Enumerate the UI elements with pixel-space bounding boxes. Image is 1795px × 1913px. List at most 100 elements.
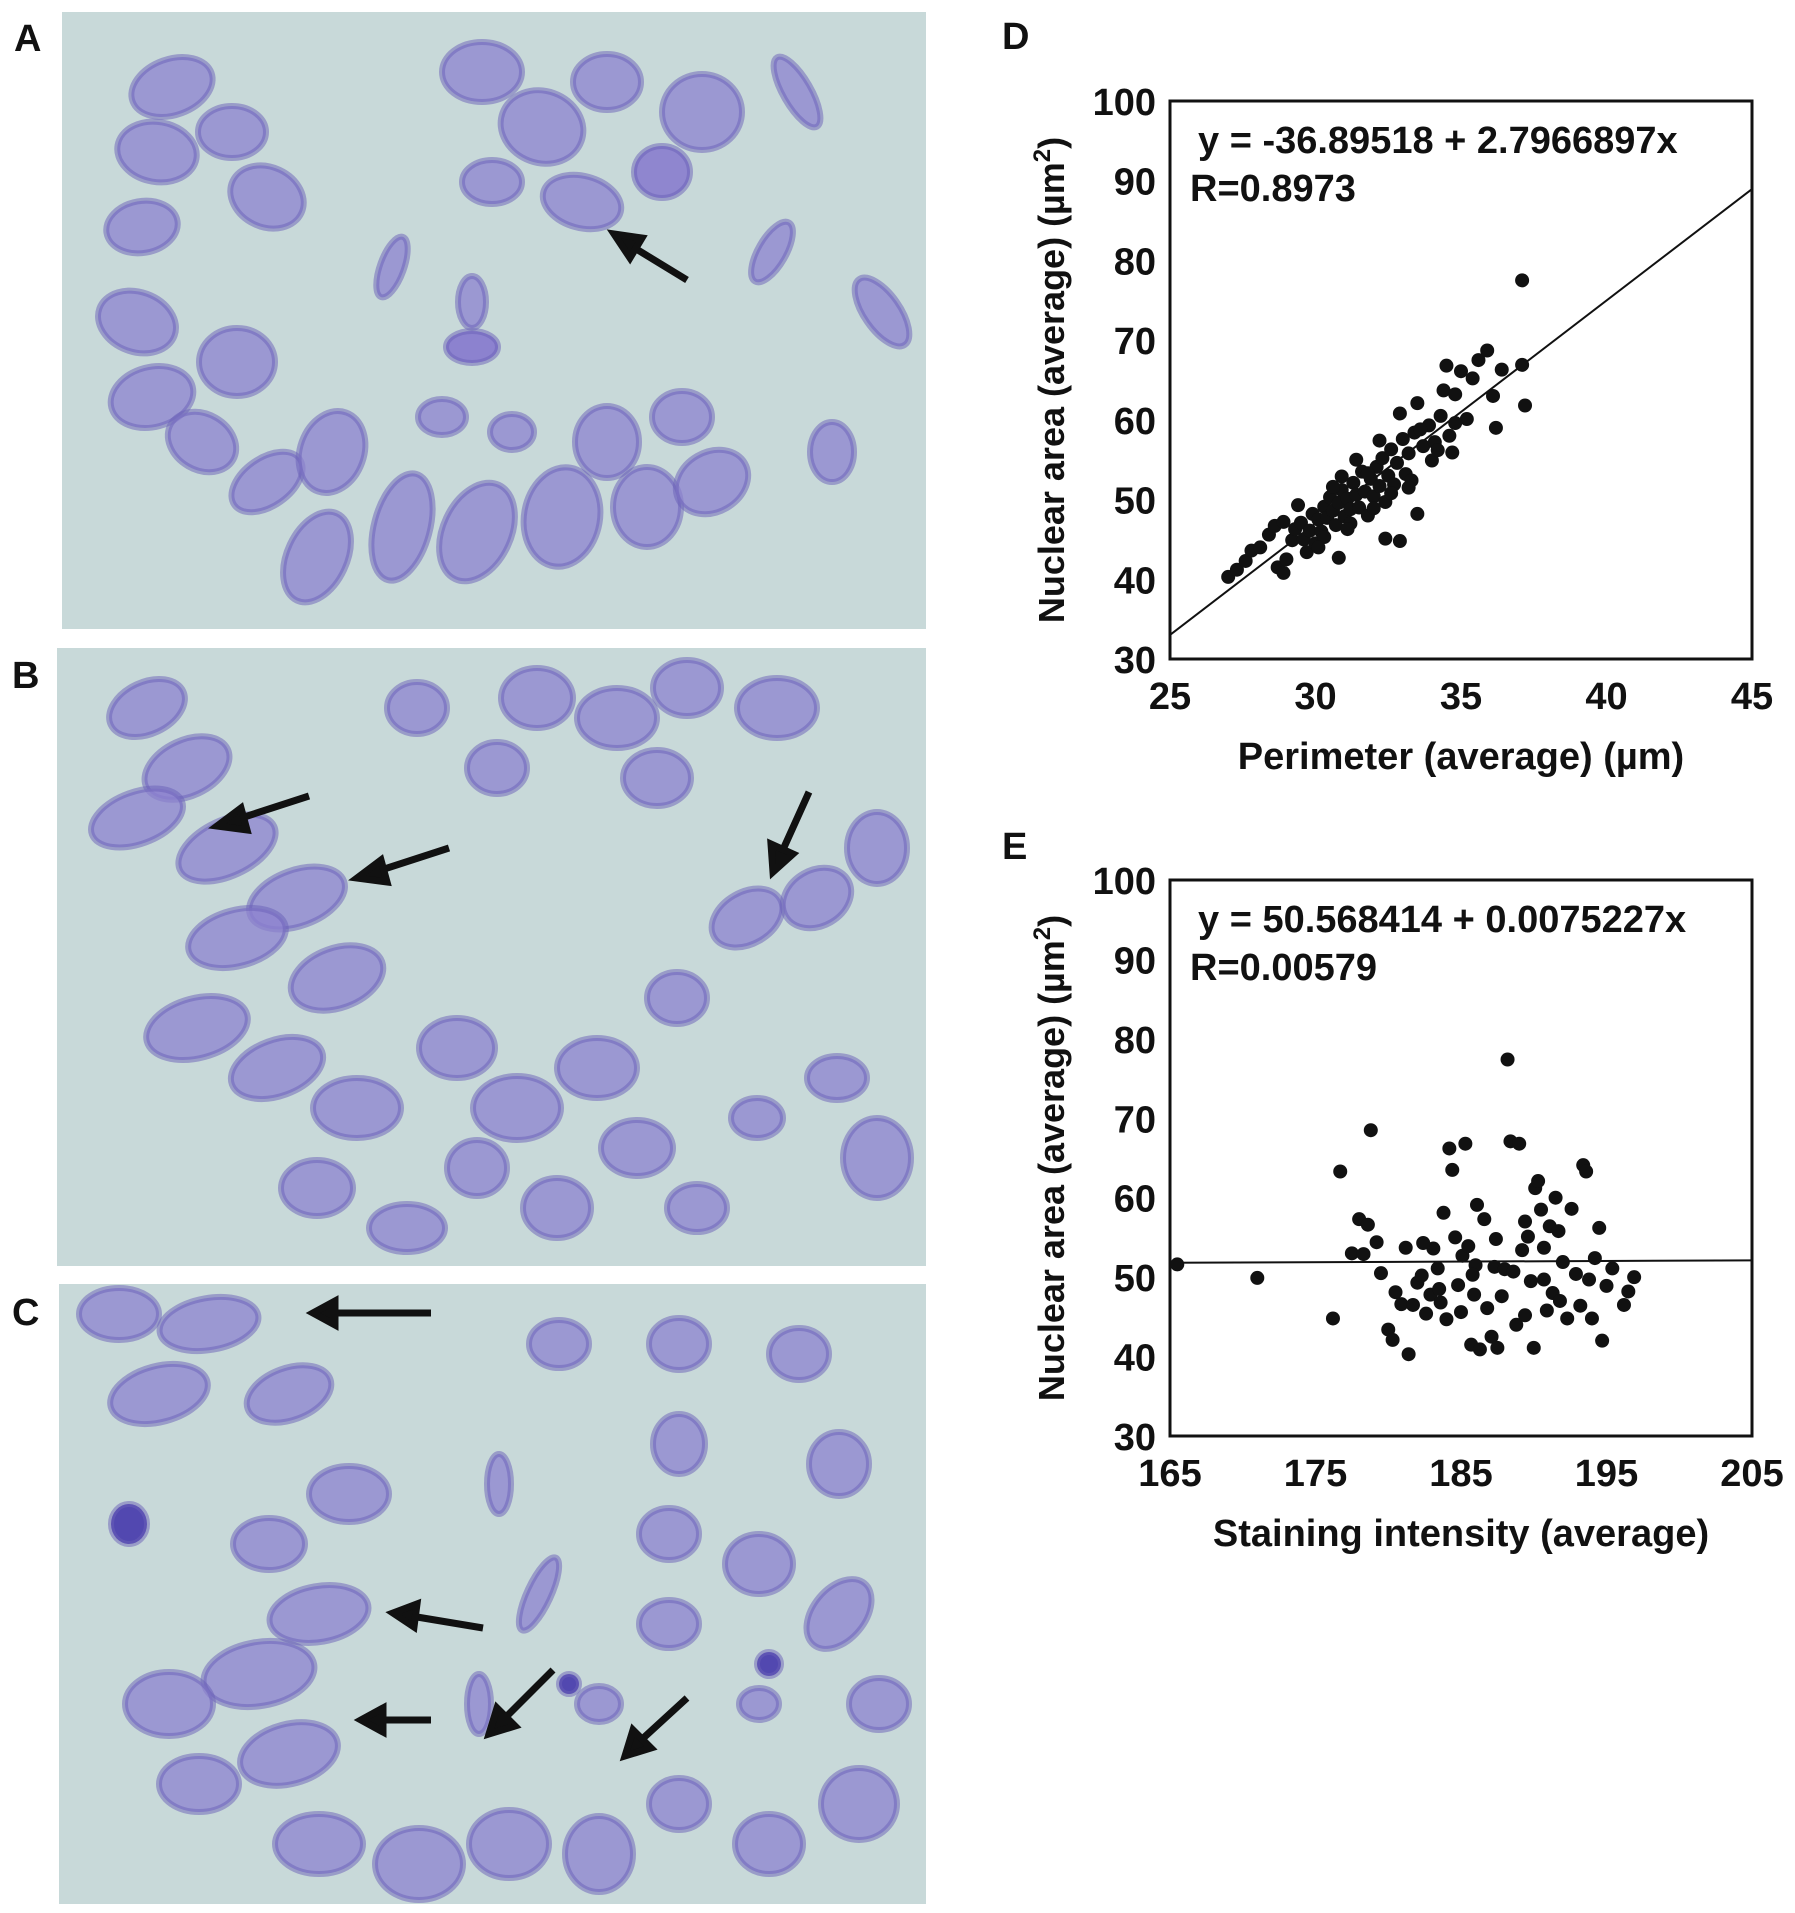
chart-e-ytick-label: 90 [1114,940,1156,982]
chart-d-data-point [1331,550,1346,565]
chart-d-data-point [1276,565,1291,580]
chart-e-data-point [1445,1162,1460,1177]
chart-e-data-point [1436,1205,1451,1220]
chart-e-data-point [1526,1340,1541,1355]
chart-e-data-point [1536,1272,1551,1287]
chart-e-x-axis-label: Staining intensity (average) [1213,1513,1709,1555]
chart-e-data-point [1373,1266,1388,1281]
chart-e-data-point [1416,1235,1431,1250]
chart-e-data-point [1536,1240,1551,1255]
chart-d-ytick-label: 60 [1114,401,1156,443]
chart-d-data-point [1439,358,1454,373]
chart-d-xtick-label: 25 [1149,676,1191,718]
panel-label-d: D [1002,16,1030,58]
chart-d-ytick-label: 70 [1114,321,1156,363]
chart-d-data-point [1285,533,1300,548]
chart-e-data-point [1494,1289,1509,1304]
chart-e-xtick-label: 205 [1720,1453,1783,1495]
chart-d-data-point [1221,569,1236,584]
chart-d-data-point [1459,412,1474,427]
chart-d-data-point [1486,388,1501,403]
chart-d-data-point [1317,499,1332,514]
micrograph-c-image [76,1285,912,1903]
chart-e-data-point [1433,1295,1448,1310]
chart-e-data-point [1464,1337,1479,1352]
chart-d-ytick-label: 80 [1114,241,1156,283]
chart-d-data-point [1515,273,1530,288]
chart-d-ytick-label: 90 [1114,162,1156,204]
chart-e-data-point [1410,1275,1425,1290]
micrograph-a-image [95,39,913,606]
chart-e-data-point [1551,1224,1566,1239]
chart-d-ytick-label: 50 [1114,481,1156,523]
chart-d-data-point [1421,418,1436,433]
chart-d-xtick-label: 30 [1294,676,1336,718]
chart-e-data-point [1528,1181,1543,1196]
chart-d-data-point [1392,406,1407,421]
chart-e-ytick-label: 30 [1114,1417,1156,1459]
chart-d-data-point [1352,500,1367,515]
chart-d-xtick-label: 40 [1585,676,1627,718]
chart-e-data-point [1419,1306,1434,1321]
micrograph-a [62,12,926,629]
chart-e-data-point [1333,1164,1348,1179]
chart-e-data-point [1454,1305,1468,1320]
chart-e-data-point [1512,1136,1527,1151]
chart-e-data-point [1423,1287,1438,1302]
chart-e-group: 30 40 50 60 70 80 90 100 165 175 185 195 205 Staining… [1029,861,1784,1555]
chart-d-data-point [1401,446,1416,461]
chart-d-data-point [1296,532,1311,547]
chart-d-data-point [1378,494,1393,509]
chart-d-data-point [1357,484,1372,499]
chart-d-data-point [1320,510,1335,525]
chart-e-data-point [1470,1197,1485,1212]
chart-e-data-point [1430,1261,1445,1276]
micrograph-b [57,648,926,1266]
panel-label-a: A [14,18,42,60]
chart-d-data-point [1363,471,1378,486]
chart-d-data-point [1267,518,1282,533]
chart-e-data-point [1442,1141,1457,1156]
chart-d-data-point [1238,553,1253,568]
chart-e-data-point [1448,1230,1463,1245]
arrow-c-4 [483,1667,556,1740]
chart-e-data-point [1560,1311,1575,1326]
chart-e-data-point [1552,1293,1567,1308]
arrow-b-3 [767,790,813,880]
chart-d-data-point [1375,451,1390,466]
chart-e-data-point [1520,1229,1535,1244]
chart-e-fit-line [1169,1259,1753,1264]
chart-d-data-point [1395,431,1410,446]
chart-e-data-point [1414,1268,1429,1283]
chart-d-data-point [1334,483,1349,498]
chart-d-fit-line [1169,188,1753,636]
chart-e-data-point [1592,1220,1607,1235]
chart-e-data-point [1534,1202,1549,1217]
chart-d-data-point [1518,398,1533,413]
chart-d-data-point [1384,486,1399,501]
chart-d-data-point [1445,445,1460,460]
chart-d-data-point [1416,439,1431,454]
chart-e-data-point [1484,1329,1499,1344]
chart-d-data-point [1331,495,1346,510]
panel-label-b: B [12,655,40,697]
chart-d-plot-frame [1168,99,1754,661]
chart-e-data-point [1595,1333,1610,1348]
chart-e-equation-label: y = 50.568414 + 0.0075227x [1198,899,1686,941]
chart-d-data-point [1328,518,1343,533]
chart-d-data-point [1270,560,1285,575]
chart-d-data-point [1311,512,1326,527]
chart-d-data-point [1325,479,1340,494]
chart-d-data-point [1244,543,1259,558]
chart-d-data-point [1305,506,1320,521]
chart-e-data-point [1548,1190,1563,1205]
chart-e-data-point [1539,1303,1554,1318]
chart-d-data-point [1448,387,1463,402]
chart-d-data-point [1372,433,1387,448]
chart-e-data-point [1468,1258,1483,1273]
chart-d-data-point [1276,514,1291,529]
chart-e-data-point [1250,1270,1265,1285]
chart-e-data-point [1487,1259,1502,1274]
micrograph-b-image [88,657,914,1255]
chart-e-data-point [1467,1287,1482,1302]
